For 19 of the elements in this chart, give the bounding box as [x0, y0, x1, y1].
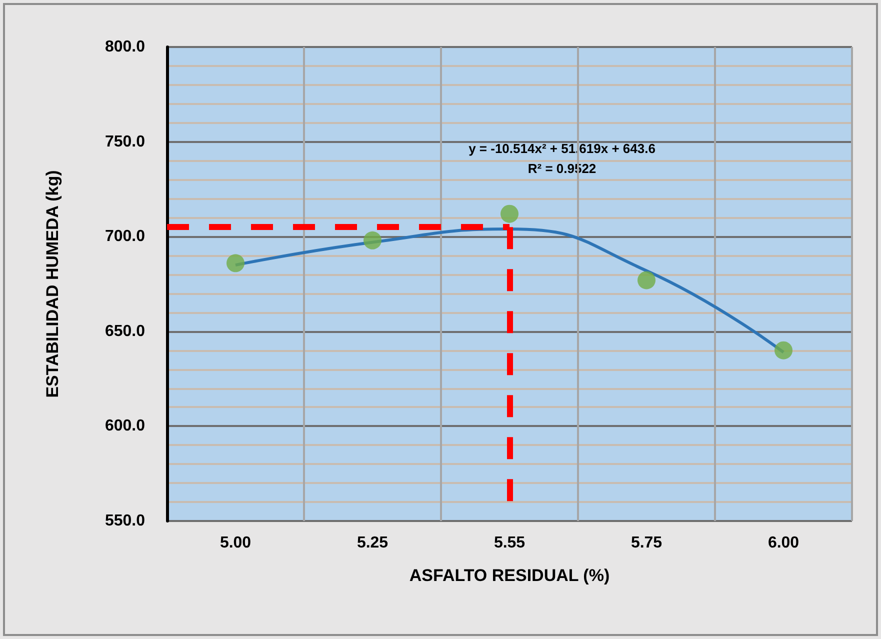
- y-tick-label: 700.0: [104, 228, 146, 246]
- point: [500, 204, 518, 223]
- x-axis-title: ASFALTO RESIDUAL (%): [409, 566, 610, 585]
- y-axis-title: ESTABILIDAD HUMEDA (kg): [43, 170, 62, 398]
- y-tick-label: 650.0: [104, 322, 146, 340]
- x-tick-label: 5.25: [356, 534, 388, 552]
- point: [774, 341, 792, 360]
- x-tick-label: 5.55: [494, 534, 526, 552]
- x-tick-label: 5.00: [220, 534, 252, 552]
- y-tick-label: 750.0: [104, 133, 146, 150]
- x-tick-label: 6.00: [768, 534, 800, 552]
- y-tick-label: 800.0: [104, 38, 146, 56]
- point: [638, 271, 656, 290]
- point: [226, 254, 244, 272]
- annotation: y = -10.514x² + 51.619x + 643.6: [468, 141, 656, 156]
- y-tick-label: 550.0: [104, 512, 146, 530]
- point: [364, 231, 382, 250]
- y-tick-label: 600.0: [104, 418, 146, 435]
- x-tick-label: 5.75: [630, 534, 662, 552]
